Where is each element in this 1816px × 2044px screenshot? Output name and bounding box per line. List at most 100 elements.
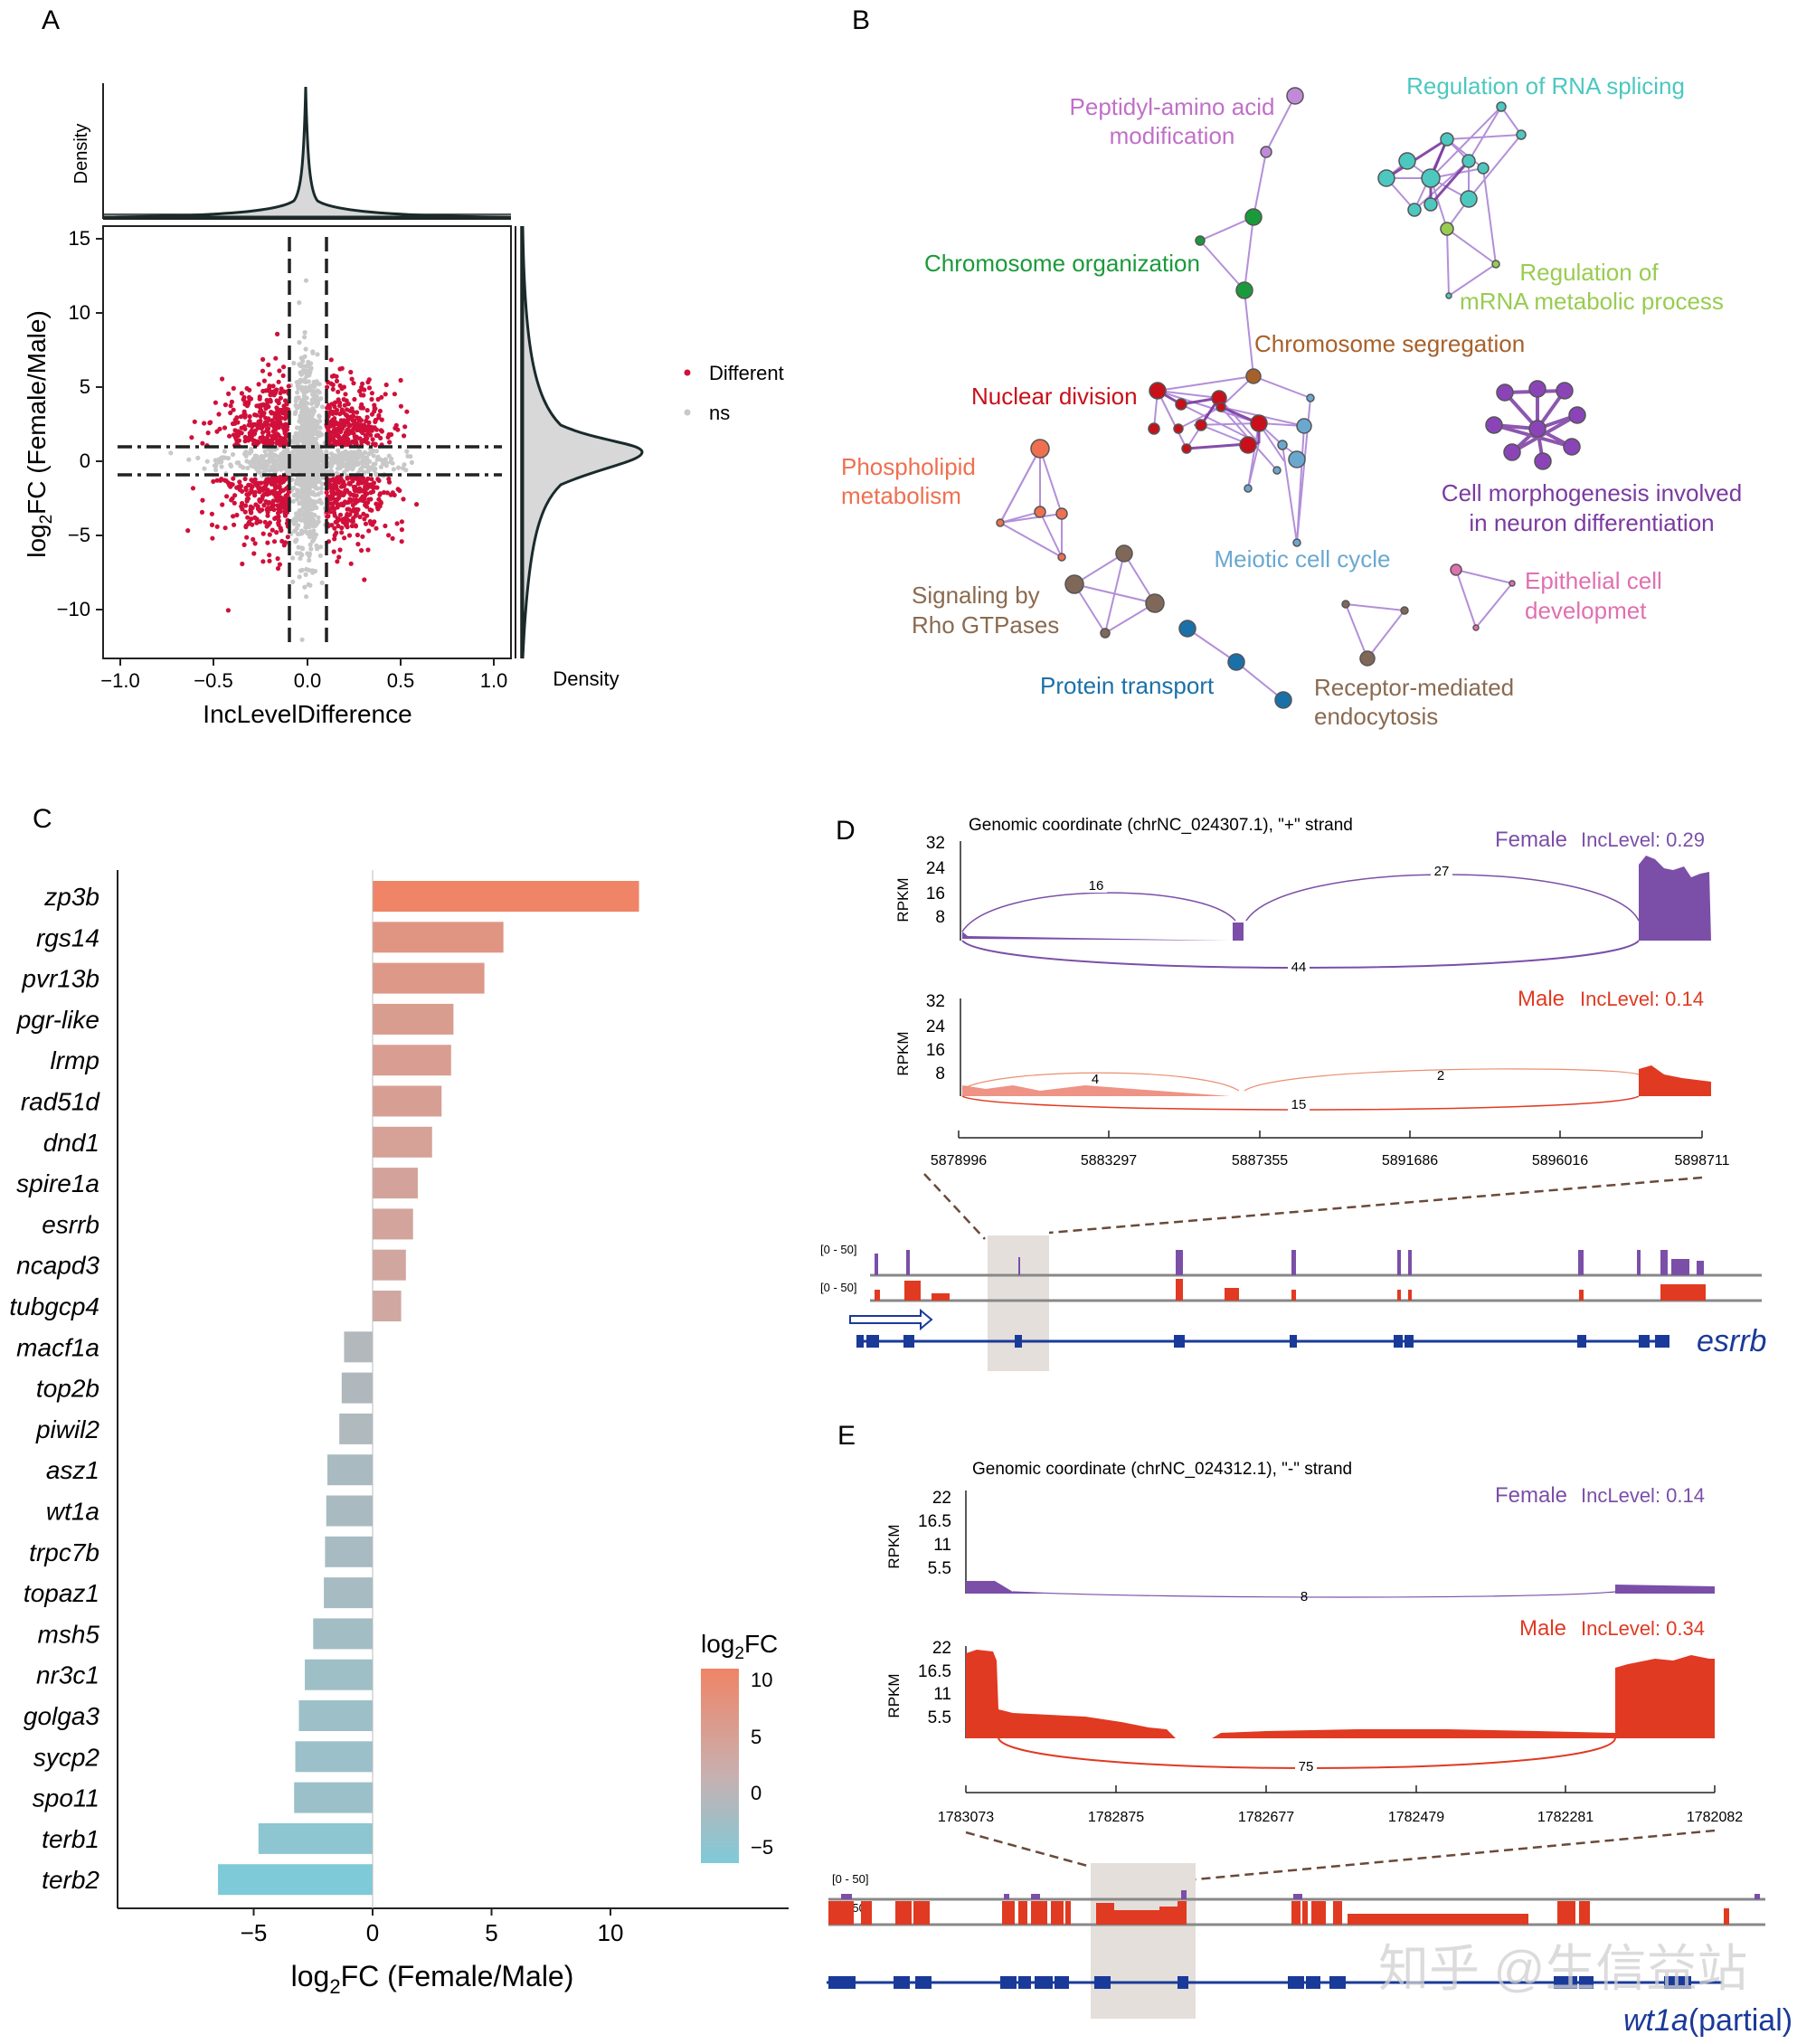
node — [1195, 419, 1207, 431]
different-point — [346, 533, 353, 538]
different-point — [249, 478, 254, 483]
different-point — [270, 419, 276, 424]
ns-point — [337, 466, 343, 471]
ns-point — [311, 517, 317, 523]
different-point — [265, 509, 270, 516]
d-gene-name: esrrb — [1697, 1324, 1766, 1358]
bar — [373, 1249, 406, 1281]
different-point — [341, 434, 346, 440]
different-point — [364, 414, 370, 420]
different-point — [270, 478, 275, 484]
different-point — [354, 510, 359, 516]
ns-point — [302, 400, 307, 405]
bar-chart: zp3b rgs14 pvr13b pgr-like lrmp rad51d dnd1 spi… — [9, 881, 639, 1896]
different-point — [228, 410, 233, 416]
different-point — [329, 523, 335, 528]
ns-point — [299, 411, 305, 416]
ns-point — [245, 465, 251, 471]
ytick: 10 — [69, 301, 90, 324]
ns-point — [313, 400, 318, 405]
ns-point — [297, 378, 302, 383]
ns-point — [317, 414, 322, 420]
node — [1292, 538, 1301, 547]
different-point — [267, 532, 272, 537]
bar — [294, 1782, 373, 1813]
e-f-ylabel: RPKM — [885, 1524, 903, 1568]
different-point — [334, 530, 339, 535]
ns-point — [272, 452, 279, 459]
different-point — [275, 406, 280, 412]
bar-category-label: zp3b — [43, 883, 99, 911]
different-point — [278, 478, 283, 484]
e-m-ylabel: RPKM — [885, 1673, 903, 1718]
bar-category-label: tubgcp4 — [9, 1292, 99, 1320]
ns-point — [356, 452, 362, 458]
ns-point — [386, 453, 392, 459]
d-female-junction-2 — [1245, 874, 1640, 922]
e-xtick: 1782875 — [1088, 1810, 1144, 1825]
panel-e-label: E — [837, 1421, 856, 1451]
d-highlight — [988, 1235, 1049, 1371]
d-male-junction-label: 2 — [1437, 1068, 1444, 1084]
ns-point — [264, 464, 270, 469]
different-point — [228, 481, 234, 487]
different-point — [220, 376, 225, 382]
node — [1115, 544, 1133, 563]
different-point — [324, 490, 329, 496]
different-point — [256, 506, 261, 512]
label-rna-splicing: Regulation of RNA splicing — [1406, 72, 1685, 99]
scatter-points — [168, 278, 420, 642]
ns-point — [307, 369, 313, 374]
different-point — [260, 531, 266, 536]
colorbar-tick: 0 — [751, 1782, 761, 1804]
node — [1175, 398, 1187, 411]
ns-point — [272, 447, 278, 452]
d-male-junction-label: 4 — [1092, 1072, 1099, 1087]
bar — [298, 1700, 373, 1731]
different-point — [246, 422, 251, 428]
node — [1359, 650, 1376, 667]
bar-category-label: terb2 — [42, 1866, 99, 1894]
different-point — [342, 535, 347, 541]
different-point — [276, 379, 281, 384]
different-point — [362, 577, 367, 582]
different-point — [386, 476, 392, 482]
node — [1277, 440, 1288, 450]
node — [1341, 600, 1350, 609]
xtick: 0.0 — [294, 669, 322, 692]
different-point — [340, 519, 345, 525]
different-point — [275, 331, 280, 336]
different-point — [199, 509, 205, 516]
colorbar-tick: −5 — [751, 1836, 773, 1859]
bar-category-label: spo11 — [33, 1784, 99, 1812]
label-endocytosis: Receptor-mediated — [1314, 674, 1514, 701]
different-point — [232, 500, 237, 506]
different-point — [341, 484, 346, 489]
ns-point — [299, 637, 305, 642]
different-point — [278, 474, 283, 480]
different-point — [371, 441, 376, 447]
bar-xtick: 5 — [485, 1919, 497, 1946]
e-female-junction — [1012, 1591, 1616, 1598]
ns-point — [312, 469, 317, 475]
different-point — [361, 424, 366, 430]
different-point — [267, 558, 272, 563]
bar-category-label: asz1 — [46, 1456, 99, 1484]
different-point — [261, 503, 267, 508]
ns-point — [294, 537, 299, 543]
ns-point — [324, 449, 329, 454]
ns-point — [319, 481, 325, 487]
ns-point — [300, 481, 306, 487]
different-point — [326, 514, 331, 519]
node — [1148, 422, 1160, 435]
ns-point — [300, 478, 306, 483]
ns-point — [262, 449, 268, 454]
different-point — [364, 408, 370, 413]
ns-point — [312, 425, 317, 431]
scatter-yticks: 15 10 5 0 −5 −10 — [57, 227, 90, 620]
different-point — [267, 372, 272, 377]
different-point — [352, 484, 358, 490]
different-point — [250, 484, 255, 489]
ytick: 15 — [69, 227, 90, 250]
different-point — [340, 491, 345, 497]
